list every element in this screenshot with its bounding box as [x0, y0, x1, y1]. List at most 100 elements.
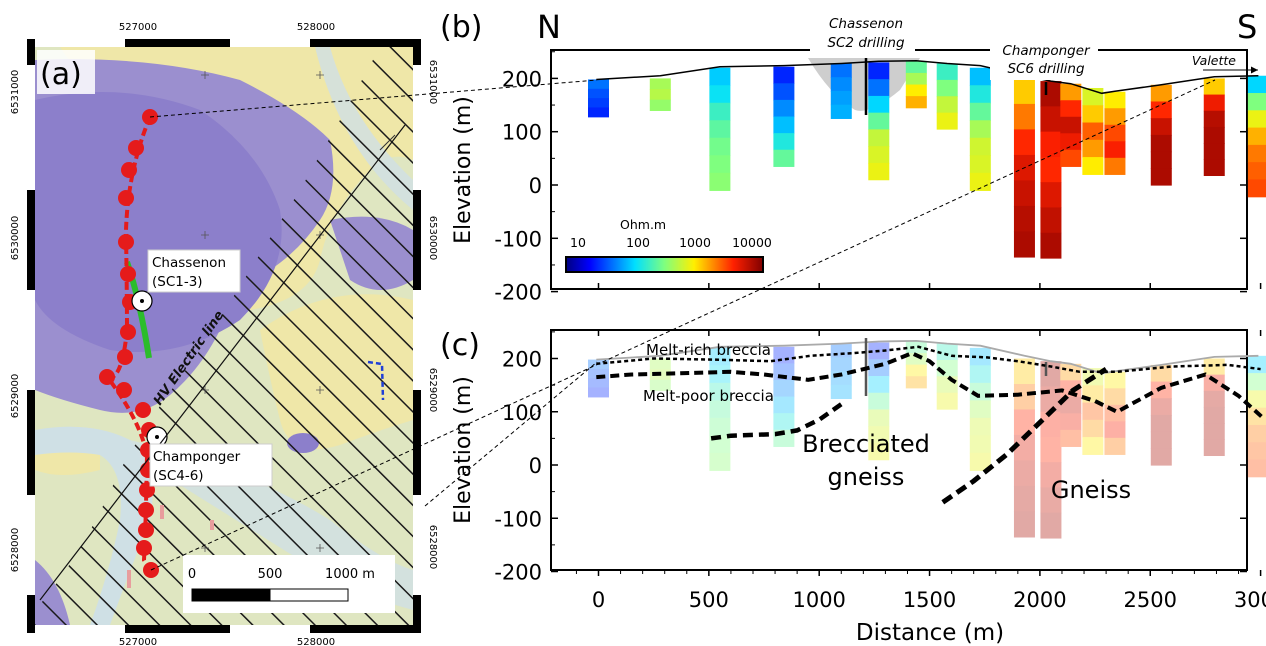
- map-right-tick: 6531000: [427, 60, 438, 105]
- sounding-cell: [773, 379, 795, 398]
- sounding-cell: [969, 172, 991, 191]
- sounding-cell: [1040, 156, 1062, 183]
- sounding-cell: [1082, 157, 1104, 175]
- sounding-cell: [1013, 511, 1035, 538]
- sounding-cell: [1150, 84, 1172, 103]
- sounding-cell: [1060, 149, 1082, 167]
- sounding-cell: [868, 146, 890, 164]
- scalebar: 0 500 1000 m: [183, 555, 395, 613]
- sounding-cell: [1082, 105, 1104, 124]
- sounding-cell: [868, 112, 890, 131]
- valette-label: Valette: [1192, 53, 1236, 68]
- sounding-cell: [936, 392, 958, 410]
- sounding-cell: [1247, 407, 1266, 426]
- sounding-cell: [1013, 460, 1035, 487]
- melt-poor-label: Melt-poor breccia: [643, 387, 774, 405]
- electrode-point: [136, 540, 152, 556]
- sounding-cell: [905, 61, 927, 74]
- sounding-cell: [868, 162, 890, 181]
- sounding-cell: [709, 347, 731, 366]
- sounding-cell: [969, 67, 991, 86]
- sounding-cell: [905, 376, 927, 389]
- sounding-cell: [1150, 398, 1172, 416]
- sounding-cell: [709, 400, 731, 419]
- brecciated-label-1: Brecciated: [802, 430, 930, 458]
- sounding-cell: [1150, 101, 1172, 119]
- map-right-tick: 6530000: [427, 216, 438, 261]
- sc2-label-1: Chassenon: [829, 16, 903, 32]
- map-panel: HV Electric line Chassenon (SC1-3) Champ…: [10, 22, 438, 646]
- sounding-cell: [1082, 385, 1104, 404]
- interpretation-lines: [596, 345, 1266, 505]
- sounding-cell: [1203, 423, 1225, 440]
- south-label: S: [1237, 8, 1257, 46]
- sounding-cell: [868, 79, 890, 97]
- sounding-cell: [709, 120, 731, 139]
- sounding-cell: [773, 99, 795, 118]
- sounding-cell: [1203, 358, 1225, 376]
- sounding-cell: [868, 442, 890, 461]
- sounding-cell: [709, 155, 731, 174]
- champonger-sc-label: (SC4-6): [153, 468, 204, 484]
- electrode-point: [99, 369, 115, 385]
- sounding-cell: [709, 365, 731, 384]
- sounding-cell: [1040, 462, 1062, 489]
- scalebar-1000: 1000 m: [325, 567, 375, 582]
- champonger-callout: Champonger (SC4-6): [149, 443, 273, 487]
- y-tick-label: -200: [494, 561, 542, 585]
- y-tick-label: -200: [494, 281, 542, 305]
- y-tick-label: 100: [502, 401, 542, 425]
- y-tick-label: 0: [529, 174, 542, 198]
- x-tick-label: 3000: [1234, 588, 1266, 612]
- sounding-cell: [969, 365, 991, 384]
- electrode-point: [135, 402, 151, 418]
- sounding-cell: [905, 96, 927, 109]
- sounding-cell: [1013, 78, 1035, 105]
- sc2-label-2: SC2 drilling: [827, 35, 905, 51]
- sounding-cell: [1203, 159, 1225, 177]
- y-axis-label: Elevation (m): [451, 376, 476, 524]
- map-left-tick: 6530000: [10, 216, 21, 261]
- grid-crosses: [201, 71, 324, 552]
- sounding-cell: [1247, 75, 1266, 94]
- sounding-cell: [1104, 124, 1126, 142]
- sounding-cell: [1203, 390, 1225, 408]
- interpretation-line: [710, 399, 847, 441]
- sounding-cell: [649, 358, 671, 370]
- sounding-cell: [709, 172, 731, 191]
- connector-line: [149, 79, 598, 118]
- sounding-cell: [649, 379, 671, 392]
- sounding-cell: [1104, 388, 1126, 406]
- panel-c-frame: [550, 329, 1248, 571]
- sounding-cell: [1247, 127, 1266, 146]
- sounding-cell: [936, 96, 958, 114]
- sounding-cell: [1203, 94, 1225, 112]
- sounding-cell: [1013, 485, 1035, 513]
- sounding-cell: [905, 341, 927, 354]
- sounding-cell: [773, 83, 795, 101]
- sounding-cell: [1104, 437, 1126, 455]
- sounding-cell: [1247, 424, 1266, 443]
- sounding-cell: [1060, 396, 1082, 414]
- sounding-cell: [969, 400, 991, 419]
- map-left-tick: 6528000: [10, 528, 21, 573]
- sounding-cell: [1060, 429, 1082, 447]
- sounding-cell: [1150, 168, 1172, 186]
- champonger-label: Champonger: [153, 449, 241, 465]
- topography-line-gray: [596, 339, 1259, 375]
- map-left-tick: 6531000: [10, 70, 21, 115]
- sounding-cell: [1040, 512, 1062, 539]
- sounding-cell: [1040, 106, 1062, 133]
- sounding-cell: [709, 67, 731, 86]
- sounding-cell: [1060, 413, 1082, 431]
- map-top-tick: 527000: [119, 22, 157, 33]
- sounding-cell: [709, 85, 731, 104]
- sounding-cell: [773, 149, 795, 167]
- colorbar-tick: 100: [626, 235, 650, 250]
- sounding-cell: [773, 396, 795, 414]
- sounding-cell: [1247, 93, 1266, 111]
- sounding-cell: [830, 63, 852, 78]
- sounding-cell: [1247, 459, 1266, 478]
- electrode-point: [138, 502, 154, 518]
- sounding-cell: [588, 387, 609, 398]
